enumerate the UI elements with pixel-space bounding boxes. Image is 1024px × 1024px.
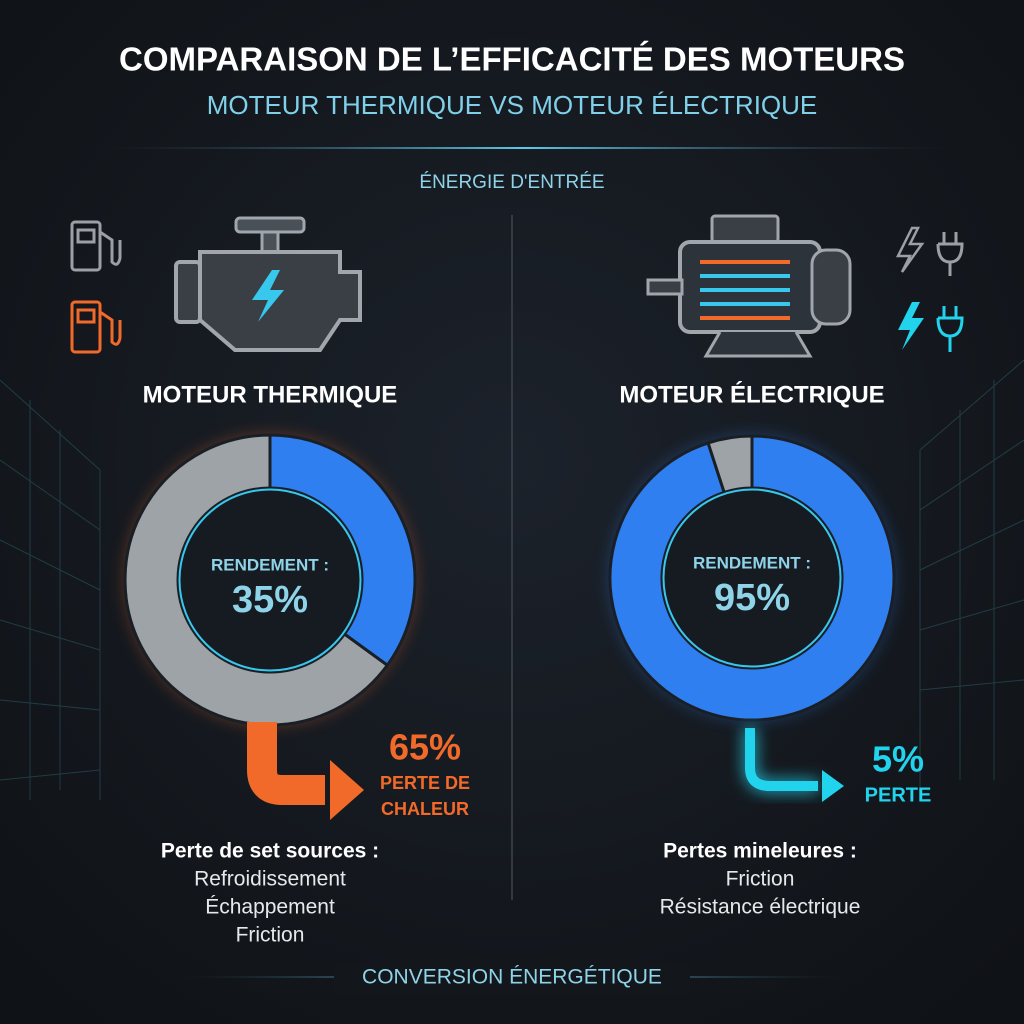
subtitle: MOTEUR THERMIQUE VS MOTEUR ÉLECTRIQUE bbox=[207, 90, 818, 120]
loss-arrow bbox=[247, 722, 325, 805]
donut-hole bbox=[662, 488, 842, 668]
donut-hole bbox=[178, 488, 362, 672]
footer: CONVERSION ÉNERGÉTIQUE bbox=[362, 966, 662, 989]
center-label: RENDEMENT : bbox=[693, 553, 811, 572]
loss-arrowhead bbox=[330, 760, 364, 820]
center-label: RENDEMENT : bbox=[211, 555, 329, 574]
chart-title: MOTEUR THERMIQUE bbox=[143, 381, 398, 408]
loss-caption: PERTE DE bbox=[380, 773, 470, 793]
divider bbox=[100, 147, 950, 149]
notes-item: Refroidissement bbox=[194, 868, 346, 891]
electric-motor-icon bbox=[646, 214, 852, 358]
notes-heading: Pertes mineleures : bbox=[663, 840, 857, 863]
footer-backdrop bbox=[334, 962, 690, 994]
engine-icon bbox=[174, 216, 362, 352]
notes-item: Friction bbox=[236, 924, 305, 947]
title: COMPARAISON DE L’EFFICACITÉ DES MOTEURS bbox=[119, 41, 905, 78]
loss-caption: CHALEUR bbox=[381, 799, 469, 819]
donut-segment bbox=[123, 433, 390, 727]
notes-item: Friction bbox=[726, 868, 795, 891]
efficiency-value: 35% bbox=[232, 579, 308, 621]
efficiency-value: 95% bbox=[714, 577, 790, 619]
loss-value: 65% bbox=[389, 727, 461, 768]
notes-item: Résistance électrique bbox=[660, 896, 861, 919]
donut-segment bbox=[268, 433, 417, 668]
donut-segment bbox=[608, 434, 896, 722]
notes-heading: Perte de set sources : bbox=[161, 840, 379, 863]
notes-item: Échappement bbox=[205, 896, 335, 919]
donut-segment bbox=[706, 434, 754, 495]
loss-arrow bbox=[745, 728, 818, 791]
loss-arrowhead bbox=[822, 770, 844, 802]
loss-value: 5% bbox=[872, 739, 924, 780]
fuel-pump-icon bbox=[70, 220, 122, 272]
grid-decoration bbox=[0, 359, 1024, 800]
plug-icons bbox=[895, 226, 964, 352]
chart-title: MOTEUR ÉLECTRIQUE bbox=[619, 380, 884, 408]
section-label: ÉNERGIE D'ENTRÉE bbox=[419, 172, 604, 193]
fuel-pump-icon-orange bbox=[70, 300, 122, 354]
loss-caption: PERTE bbox=[865, 784, 932, 806]
